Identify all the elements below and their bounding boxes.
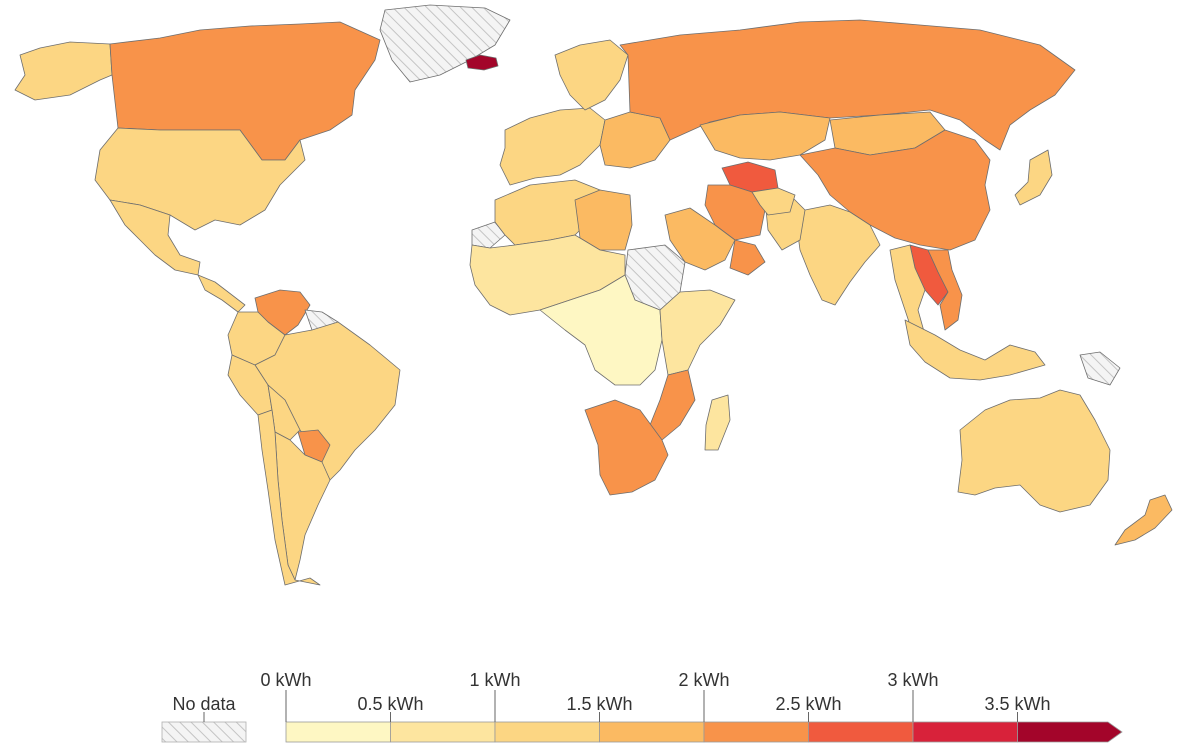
legend-bin-5 — [808, 721, 914, 743]
region-western-europe[interactable]: Western Europe — [499, 107, 606, 186]
region-mozambique[interactable]: Mozambique — [649, 369, 696, 441]
region-saudi-arabia[interactable]: Saudi Arabia — [664, 207, 736, 271]
legend-bin-1 — [390, 721, 496, 743]
region-new-zealand[interactable]: New Zealand — [1114, 494, 1173, 546]
legend-bin-3 — [599, 721, 705, 743]
region-eastern-europe[interactable]: Eastern Europe — [599, 111, 671, 169]
region-greenland[interactable]: Greenland — [379, 4, 511, 83]
legend-label-upper-1: 1 kWh — [469, 670, 520, 690]
map-legend: No data 0 kWh 1 kWh 2 kWh 3 kWh 0.5 kWh 1.5 k… — [161, 670, 1123, 743]
legend-label-lower-0: 0.5 kWh — [357, 694, 423, 714]
region-madagascar[interactable]: Madagascar — [704, 394, 731, 451]
region-oman[interactable]: Oman — [729, 239, 766, 276]
legend-label-lower-3: 3.5 kWh — [984, 694, 1050, 714]
region-paraguay[interactable]: Paraguay — [297, 429, 331, 463]
region-australia[interactable]: Australia — [957, 389, 1111, 513]
region-chile[interactable]: Chile — [257, 409, 321, 586]
region-india[interactable]: India — [794, 204, 881, 306]
region-united-states[interactable]: United States — [94, 127, 306, 231]
region-vietnam[interactable]: Vietnam — [927, 249, 963, 331]
legend-label-upper-0: 0 kWh — [260, 670, 311, 690]
legend-bin-4 — [703, 721, 809, 743]
region-papua-new-guinea[interactable]: Papua New Guinea — [1079, 351, 1121, 386]
legend-color-bar — [285, 721, 1123, 743]
no-data-swatch — [161, 721, 247, 743]
legend-label-lower-2: 2.5 kWh — [775, 694, 841, 714]
region-china[interactable]: China — [799, 129, 991, 251]
legend-label-lower-1: 1.5 kWh — [566, 694, 632, 714]
region-south-africa[interactable]: South Africa — [584, 399, 669, 496]
region-alaska[interactable]: Alaska — [14, 41, 113, 101]
region-afghanistan[interactable]: Afghanistan — [751, 187, 796, 216]
region-western-sahara[interactable]: Western Sahara — [471, 221, 506, 249]
legend-bin-7 — [1017, 721, 1123, 743]
region-iceland[interactable]: Iceland — [465, 54, 499, 71]
legend-bin-0 — [285, 721, 391, 743]
region-thailand[interactable]: Thailand — [889, 244, 926, 341]
region-central-america[interactable]: Central America — [197, 274, 246, 313]
region-iran[interactable]: Iran — [704, 184, 766, 241]
legend-bin-2 — [494, 721, 600, 743]
region-east-africa[interactable]: East Africa — [659, 289, 736, 376]
legend-label-upper-3: 3 kWh — [887, 670, 938, 690]
region-mexico[interactable]: Mexico — [109, 199, 201, 276]
legend-label-upper-2: 2 kWh — [678, 670, 729, 690]
region-japan[interactable]: Japan — [1014, 149, 1053, 206]
region-scandinavia[interactable]: Scandinavia — [554, 39, 629, 111]
no-data-label: No data — [172, 694, 236, 714]
legend-bin-6 — [912, 721, 1018, 743]
country-layer: Alaska Canada Greenland Iceland United S… — [14, 4, 1173, 586]
region-kazakhstan[interactable]: Kazakhstan — [699, 111, 831, 161]
region-russia[interactable]: Russia — [619, 19, 1076, 151]
region-central-africa[interactable]: Central Africa — [539, 274, 663, 386]
legend-ticks: 0 kWh 1 kWh 2 kWh 3 kWh 0.5 kWh 1.5 kWh 2.5 kW… — [260, 670, 1051, 722]
region-indonesia[interactable]: Indonesia — [904, 319, 1046, 381]
